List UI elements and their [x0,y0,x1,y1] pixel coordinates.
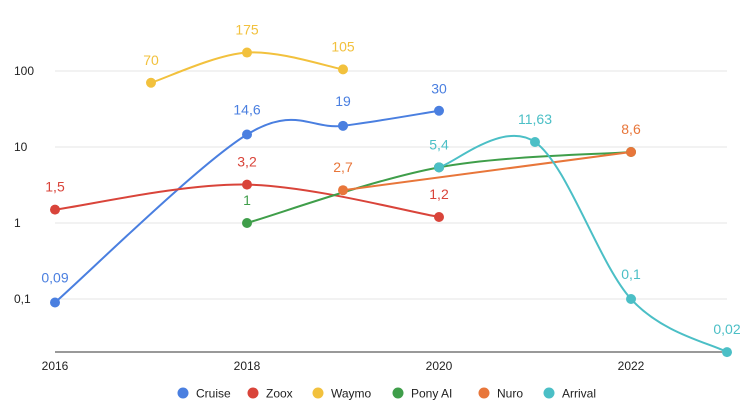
y-tick-label: 10 [14,140,28,154]
data-point[interactable] [50,297,60,308]
series-line-cruise [54,109,440,304]
x-tick-label: 2022 [618,359,645,373]
data-point[interactable] [434,162,444,173]
data-label: 11,63 [518,111,552,127]
data-label: 175 [235,22,259,38]
legend-swatch [543,387,555,399]
data-point[interactable] [242,47,252,58]
axis-labels: 0,1 1 10 100 2016 2018 2020 2022 [14,64,645,373]
legend-label: Arrival [562,387,596,401]
x-tick-label: 2018 [234,359,261,373]
data-point[interactable] [530,137,540,148]
data-label: 30 [431,81,447,97]
data-point[interactable] [338,64,348,75]
data-label: 105 [331,38,355,54]
data-point[interactable] [434,211,444,222]
data-point[interactable] [626,146,636,157]
legend-item-pony-ai[interactable]: Pony AI [392,387,453,401]
legend-swatch [247,387,259,399]
data-point[interactable] [338,185,348,196]
data-label: 14,6 [233,102,260,118]
legend[interactable]: Cruise Zoox Waymo Pony AI Nuro Arrival [177,387,597,401]
y-tick-label: 100 [14,64,34,78]
data-labels: 0,09 14,6 19 30 1,5 3,2 1,2 70 175 105 1 2,7 8,6 5,4 1… [41,22,740,338]
data-points [50,47,732,358]
series-line-arrival [438,134,728,353]
data-point[interactable] [242,129,252,140]
legend-label: Cruise [196,387,231,401]
legend-item-waymo[interactable]: Waymo [312,387,372,401]
legend-label: Zoox [266,387,293,401]
data-point[interactable] [626,294,636,304]
legend-swatch [312,387,324,399]
legend-swatch [177,387,189,399]
data-label: 19 [335,93,351,109]
legend-label: Waymo [331,387,372,401]
data-label: 0,1 [621,266,641,282]
data-label: 70 [143,52,159,68]
series-line-nuro [342,150,632,192]
data-label: 3,2 [237,154,257,170]
data-label: 1,5 [45,179,65,195]
data-point[interactable] [50,204,60,215]
legend-swatch [392,387,404,399]
data-label: 1 [243,192,251,208]
legend-swatch [478,387,490,399]
data-point[interactable] [146,77,156,88]
data-point[interactable] [338,120,348,131]
legend-item-nuro[interactable]: Nuro [478,387,524,401]
data-point[interactable] [722,347,732,358]
x-tick-label: 2016 [42,359,69,373]
legend-item-arrival[interactable]: Arrival [543,387,597,401]
data-point[interactable] [242,179,252,190]
data-point[interactable] [434,105,444,116]
legend-label: Nuro [497,387,523,401]
legend-item-cruise[interactable]: Cruise [177,387,232,401]
series-lines [54,51,728,353]
x-tick-label: 2020 [426,359,453,373]
data-label: 5,4 [429,136,449,152]
data-label: 8,6 [621,121,641,137]
y-tick-label: 0,1 [14,292,31,306]
data-label: 2,7 [333,159,353,175]
grid-lines [55,70,727,353]
y-tick-label: 1 [14,216,21,230]
data-label: 0,02 [713,321,740,337]
data-label: 1,2 [429,186,449,202]
data-label: 0,09 [41,269,68,285]
legend-label: Pony AI [411,387,452,401]
data-point[interactable] [242,218,252,228]
legend-item-zoox[interactable]: Zoox [247,387,293,401]
